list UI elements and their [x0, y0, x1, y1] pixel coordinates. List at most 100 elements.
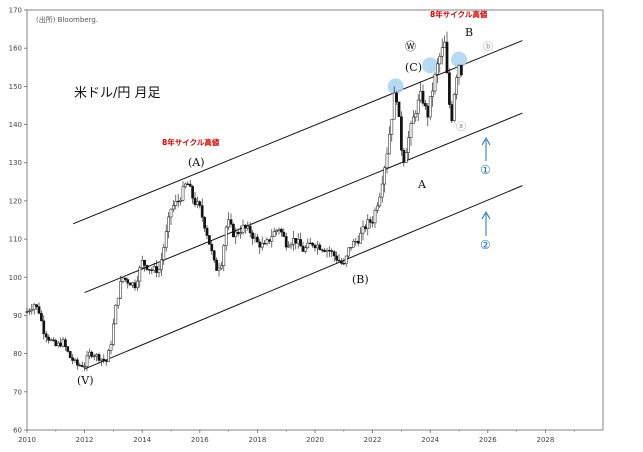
x-tick-label: 2028	[536, 436, 554, 444]
candle	[378, 192, 382, 208]
wave-label-b: ⓑ	[483, 41, 493, 53]
candle	[193, 192, 197, 208]
candle	[332, 249, 336, 262]
candle	[32, 302, 36, 315]
chart-title: 米ドル/円 月足	[74, 86, 161, 101]
candle	[188, 179, 192, 187]
target-label-2: ②	[480, 238, 491, 252]
target-arrow-1	[481, 136, 491, 161]
candle	[313, 243, 317, 252]
candle	[83, 362, 86, 372]
candle	[282, 228, 286, 238]
candle	[311, 242, 314, 248]
candle	[174, 194, 178, 210]
candle	[287, 241, 290, 248]
candle	[452, 92, 456, 123]
candle	[169, 208, 173, 225]
candle	[431, 82, 434, 107]
candle	[280, 227, 283, 237]
candle	[56, 341, 60, 348]
candle	[318, 242, 322, 251]
candle	[212, 249, 216, 263]
candle	[373, 207, 377, 228]
candle	[184, 182, 187, 189]
candle	[138, 265, 142, 288]
candle	[61, 337, 65, 348]
candle	[85, 350, 89, 372]
candle	[131, 282, 134, 288]
candle	[222, 244, 226, 272]
candle	[383, 165, 386, 193]
price-candles	[25, 31, 463, 372]
candle	[263, 240, 266, 245]
candle	[232, 222, 235, 238]
candle	[97, 352, 101, 364]
candle	[460, 64, 463, 77]
candle	[376, 202, 379, 214]
wave-label-W: Ⓦ	[405, 40, 416, 53]
candle	[215, 257, 218, 271]
candle	[191, 184, 194, 204]
candle	[359, 227, 362, 244]
candle	[186, 181, 190, 186]
candle	[402, 147, 406, 167]
candle	[92, 353, 96, 361]
candle	[337, 253, 341, 262]
candle	[203, 215, 206, 232]
candle	[349, 246, 353, 252]
y-tick-label: 80	[13, 350, 22, 358]
candle	[133, 279, 137, 291]
cycle-high-label-2015: 8年サイクル高値	[162, 137, 220, 147]
candle	[340, 258, 343, 265]
candle	[167, 211, 170, 239]
candle	[409, 120, 413, 147]
candle	[292, 231, 295, 251]
candle	[90, 350, 94, 359]
candle	[229, 213, 233, 228]
source-note: (出所) Bloomberg.	[36, 15, 98, 24]
y-tick-label: 130	[9, 159, 22, 167]
y-tick-label: 120	[9, 197, 22, 205]
candle	[416, 94, 420, 122]
candle	[397, 101, 401, 117]
candle	[181, 181, 185, 202]
x-tick-label: 2010	[18, 436, 36, 444]
x-tick-label: 2020	[306, 436, 324, 444]
x-tick-label: 2018	[248, 436, 266, 444]
axes: 60 70 80 90 100 110 120 130 140 150 160 170 2010 2012…	[9, 7, 604, 444]
candle	[217, 262, 221, 277]
x-tick-label: 2024	[421, 436, 439, 444]
candle	[419, 82, 422, 103]
candle	[320, 248, 324, 253]
highlight-circle	[387, 78, 404, 95]
candle	[220, 261, 223, 271]
candle	[296, 233, 300, 249]
candle	[323, 247, 326, 253]
candle	[227, 212, 230, 231]
candle	[95, 352, 98, 362]
candle	[272, 227, 276, 237]
candle	[104, 359, 108, 366]
candle	[64, 337, 67, 351]
candle	[234, 227, 238, 245]
candle	[136, 275, 139, 291]
candle	[78, 362, 82, 367]
candle	[47, 334, 50, 344]
candle	[294, 238, 298, 250]
candle	[412, 110, 415, 124]
y-tick-label: 90	[13, 312, 22, 320]
candle	[260, 236, 264, 251]
wave-label-A-paren: (A)	[188, 156, 205, 169]
y-tick-label: 60	[13, 427, 22, 435]
highlight-circle	[451, 51, 467, 68]
candle	[25, 308, 29, 313]
candle	[37, 302, 41, 315]
candle	[76, 357, 79, 370]
wave-label-C-paren: (C)	[405, 61, 422, 74]
candle	[179, 197, 182, 206]
candle	[128, 282, 132, 286]
highlight-circles	[387, 51, 467, 95]
candle	[450, 101, 454, 124]
y-tick-label: 70	[13, 388, 22, 396]
